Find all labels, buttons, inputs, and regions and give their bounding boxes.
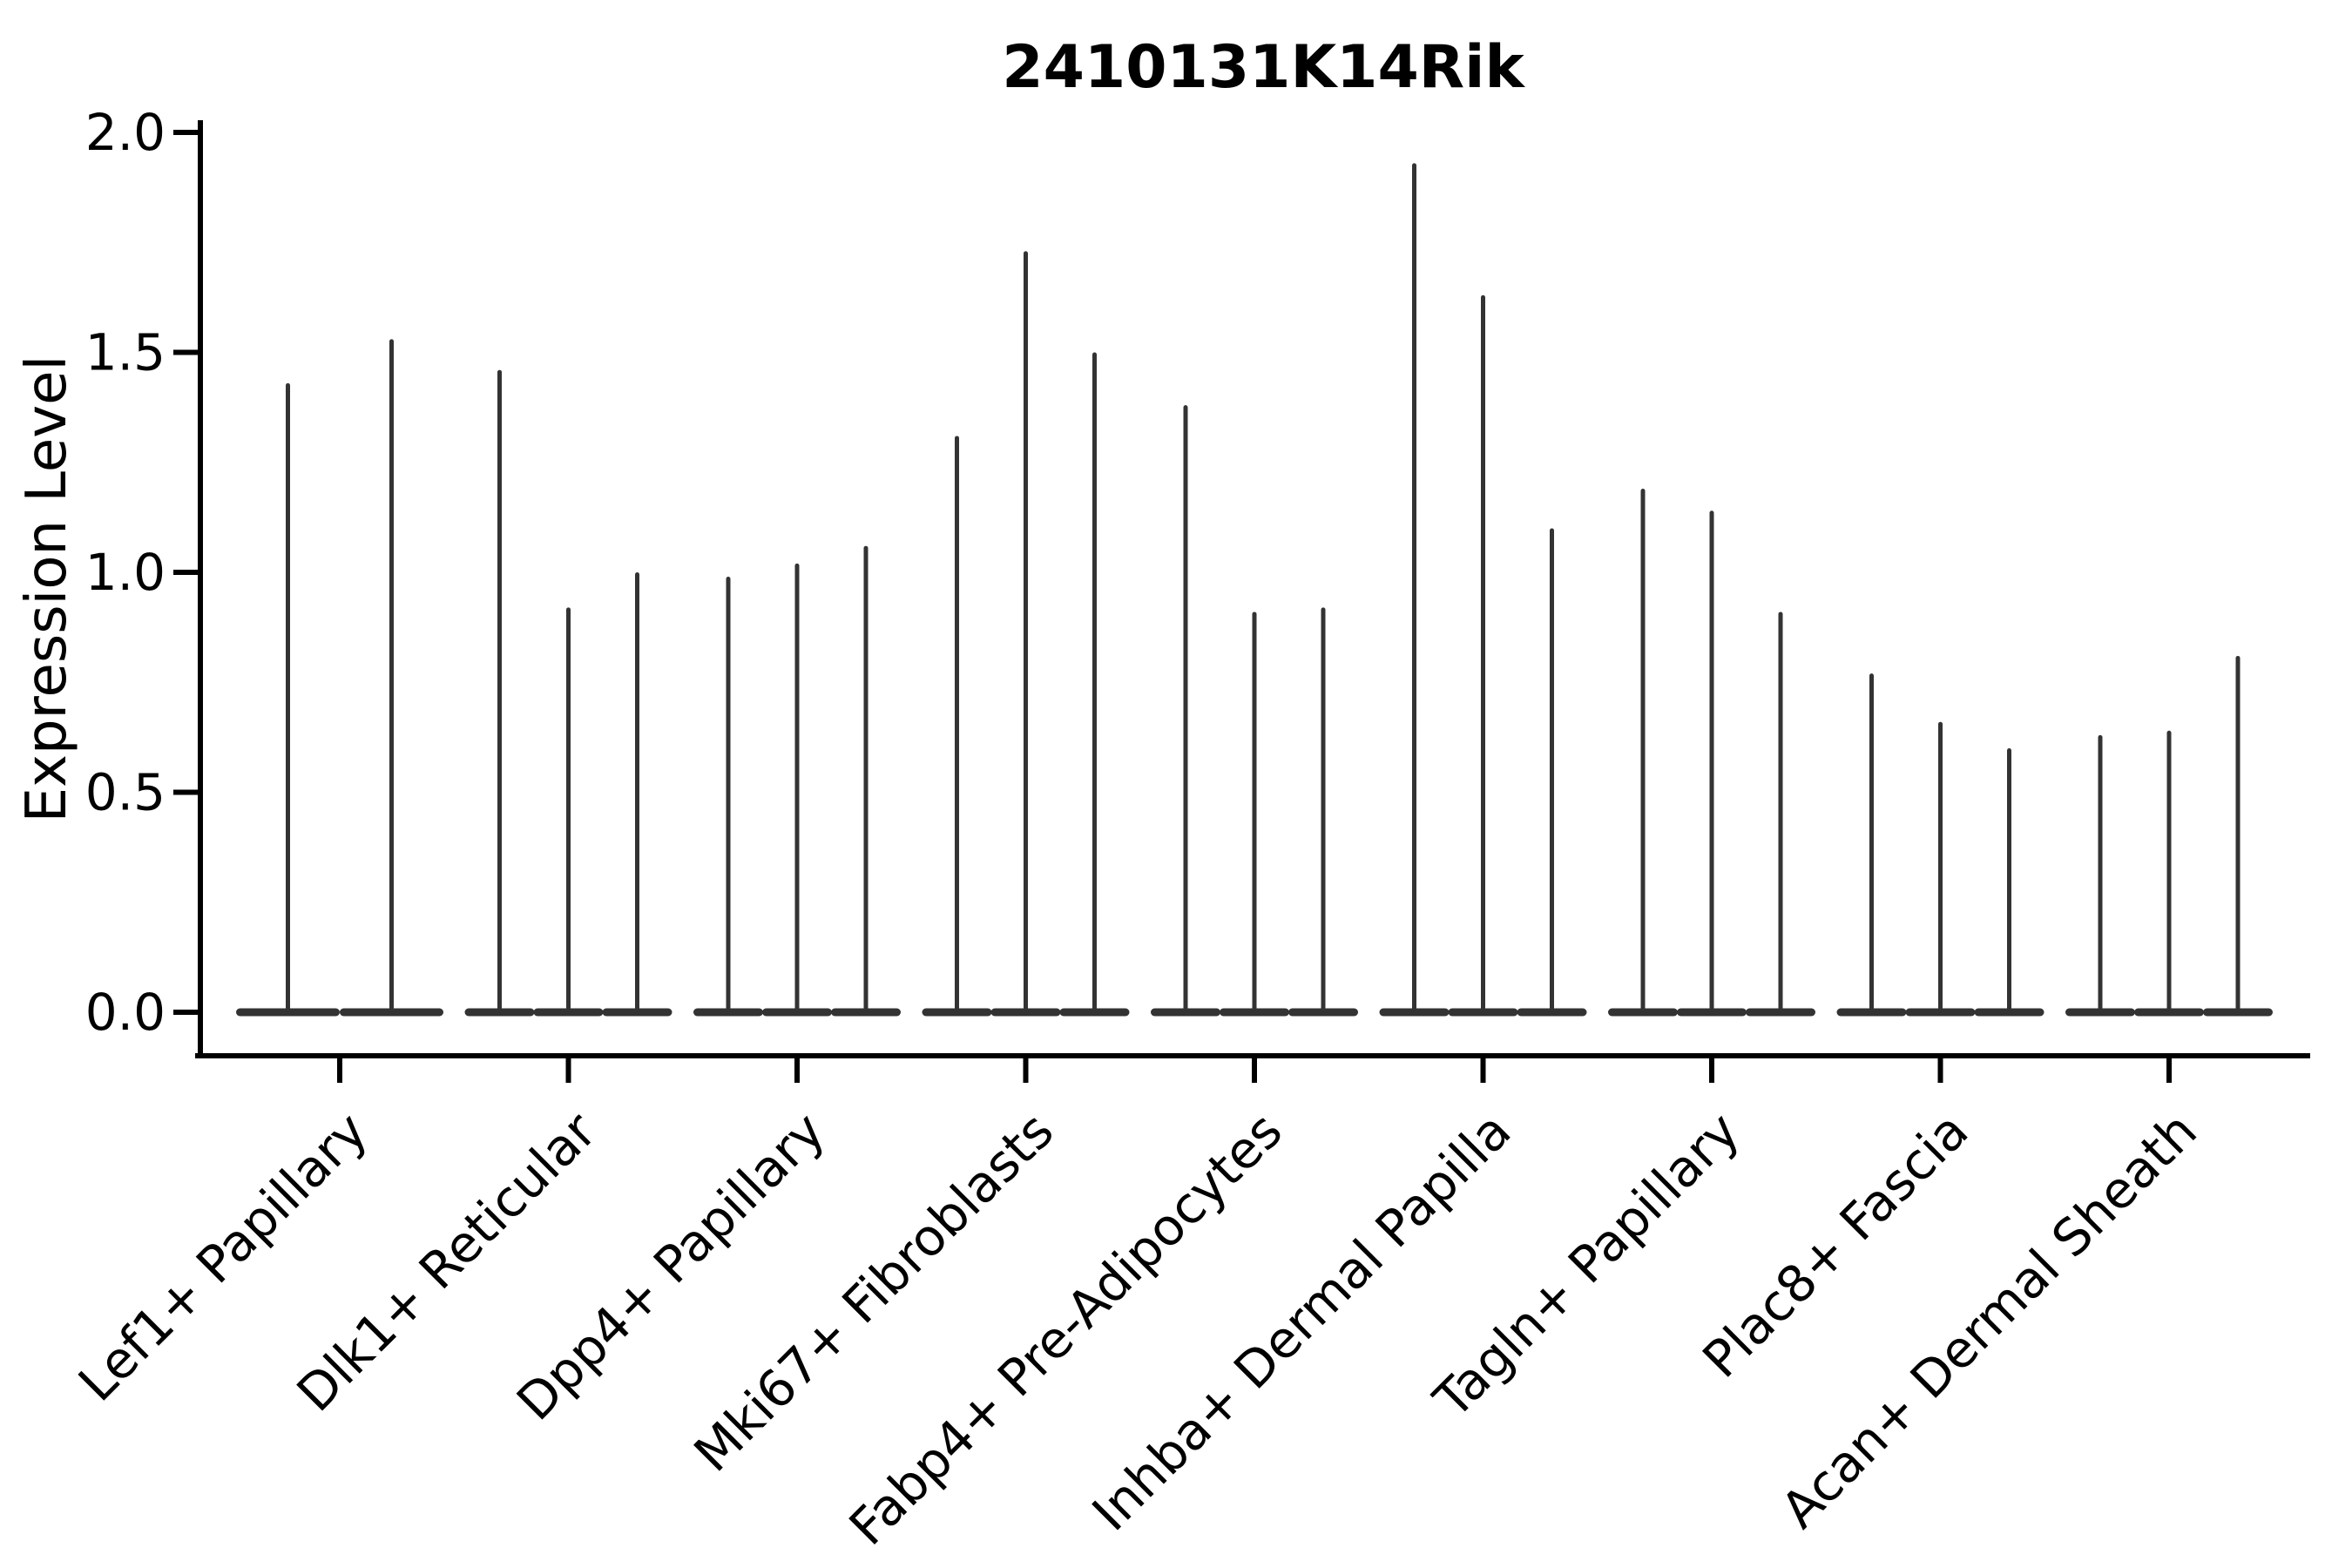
axes-layer xyxy=(173,120,2310,1083)
plot-title: 2410131K14Rik xyxy=(1002,33,1525,102)
y-tick-label: 1.5 xyxy=(85,323,166,382)
violin xyxy=(1151,405,1220,1017)
violin xyxy=(922,436,992,1017)
x-tick-mark xyxy=(337,1058,342,1083)
violin-spike xyxy=(2007,748,2011,1012)
violin xyxy=(831,545,901,1017)
violin-spike xyxy=(1709,510,1714,1012)
x-tick-mark xyxy=(794,1058,800,1083)
violin-spike xyxy=(2235,655,2240,1012)
x-tick-label: Inhba+ Dermal Papilla xyxy=(1081,1101,1523,1543)
violin-spike xyxy=(1640,489,1646,1012)
y-tick-mark xyxy=(173,570,198,575)
violin xyxy=(2065,734,2135,1017)
violin xyxy=(2203,655,2273,1017)
x-axis-spine xyxy=(195,1053,2310,1058)
violin-spike xyxy=(1869,673,1874,1012)
violin xyxy=(1677,510,1747,1017)
y-tick-label: 0.0 xyxy=(85,983,166,1042)
violin xyxy=(1379,163,1450,1017)
violin xyxy=(1905,721,1976,1017)
y-axis-spine xyxy=(198,120,203,1058)
violin-spike xyxy=(1183,405,1188,1013)
x-tick-mark xyxy=(1480,1058,1486,1083)
violin-spike xyxy=(2166,730,2172,1012)
violin-spike xyxy=(497,369,502,1012)
x-tick-mark xyxy=(1023,1058,1029,1083)
violin xyxy=(1517,528,1587,1017)
violin xyxy=(340,339,443,1017)
x-tick-mark xyxy=(1937,1058,1943,1083)
violin xyxy=(2134,730,2204,1017)
violin-spike xyxy=(955,436,959,1012)
violin xyxy=(1288,607,1358,1017)
violin xyxy=(464,369,535,1017)
violin-spike xyxy=(1092,352,1097,1012)
violin-spike xyxy=(794,563,800,1012)
violin xyxy=(1746,612,1815,1017)
violin xyxy=(1836,673,1907,1017)
y-tick-mark xyxy=(173,789,198,795)
violin-spike xyxy=(1252,612,1257,1012)
violin xyxy=(1448,294,1518,1017)
x-tick-label: Fabp4+ Pre-Adipocytes xyxy=(838,1101,1294,1557)
violin xyxy=(533,607,604,1017)
y-tick-mark xyxy=(173,130,198,135)
violin xyxy=(990,251,1061,1017)
violin-spike xyxy=(1412,163,1416,1013)
violin-spike xyxy=(1024,251,1028,1013)
violin-spike xyxy=(863,545,868,1012)
violin-spike xyxy=(1778,612,1783,1012)
y-tick-mark xyxy=(173,349,198,355)
violins-layer xyxy=(236,163,2273,1017)
y-tick-mark xyxy=(173,1010,198,1015)
violin-spike xyxy=(1550,528,1554,1012)
y-tick-label: 0.5 xyxy=(85,763,166,822)
violin-spike xyxy=(1321,607,1326,1012)
violin-spike xyxy=(1938,721,1943,1012)
violin xyxy=(1974,748,2044,1017)
x-tick-label: Acan+ Dermal Sheath xyxy=(1769,1101,2207,1539)
violin xyxy=(1220,612,1289,1017)
x-tick-mark xyxy=(2166,1058,2172,1083)
violin xyxy=(1059,352,1130,1017)
y-tick-label: 2.0 xyxy=(85,103,166,162)
violin-spike xyxy=(726,577,731,1012)
violin-spike xyxy=(389,339,394,1013)
y-tick-label: 1.0 xyxy=(85,543,166,602)
violin-spike xyxy=(566,607,571,1012)
violin xyxy=(602,572,672,1017)
violin-spike xyxy=(1481,294,1485,1013)
violin-spike xyxy=(635,572,639,1012)
violin-spike xyxy=(2098,734,2103,1012)
x-tick-mark xyxy=(565,1058,571,1083)
violin xyxy=(236,382,340,1017)
violin xyxy=(762,563,832,1017)
y-axis-title: Expression Level xyxy=(15,355,79,823)
x-tick-mark xyxy=(1709,1058,1714,1083)
violin-spike xyxy=(286,382,290,1013)
x-tick-mark xyxy=(1252,1058,1257,1083)
violin xyxy=(693,577,763,1017)
violin xyxy=(1608,489,1678,1017)
